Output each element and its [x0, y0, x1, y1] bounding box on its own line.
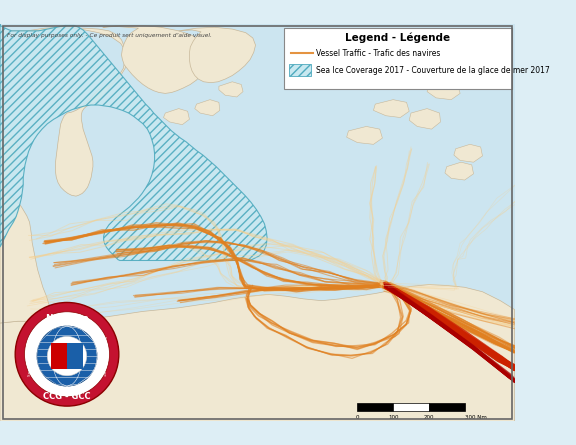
Polygon shape	[164, 109, 190, 125]
Polygon shape	[373, 100, 409, 117]
Text: Sea Ice Coverage 2017 - Couverture de la glace de mer 2017: Sea Ice Coverage 2017 - Couverture de la…	[316, 66, 550, 75]
Text: Search and Rescue: Search and Rescue	[28, 336, 32, 376]
Text: Services de Rescue: Services de Rescue	[103, 336, 107, 376]
Polygon shape	[0, 24, 49, 323]
Polygon shape	[195, 100, 220, 116]
Text: NavData: NavData	[45, 314, 89, 323]
Polygon shape	[67, 343, 82, 369]
Polygon shape	[454, 144, 483, 162]
Circle shape	[15, 303, 119, 406]
Bar	[429, 404, 465, 411]
Polygon shape	[219, 82, 243, 97]
Text: 200: 200	[423, 415, 434, 420]
Circle shape	[25, 312, 109, 397]
Polygon shape	[445, 162, 473, 180]
Circle shape	[47, 336, 87, 376]
Text: For display purposes only. - Ce produit sert uniquement d’aide visuel.: For display purposes only. - Ce produit …	[7, 32, 212, 38]
Polygon shape	[103, 25, 207, 93]
Polygon shape	[400, 64, 426, 82]
Polygon shape	[0, 285, 514, 421]
Polygon shape	[347, 126, 382, 144]
Polygon shape	[51, 343, 67, 369]
Polygon shape	[179, 27, 256, 83]
Text: 0: 0	[355, 415, 359, 420]
FancyBboxPatch shape	[284, 28, 512, 89]
Polygon shape	[409, 109, 441, 129]
Polygon shape	[427, 82, 460, 100]
Text: Vessel Traffic - Trafic des navires: Vessel Traffic - Trafic des navires	[316, 49, 441, 58]
Text: 300 Nm: 300 Nm	[465, 415, 487, 420]
Circle shape	[37, 326, 97, 386]
Bar	[393, 404, 429, 411]
Bar	[357, 404, 393, 411]
Polygon shape	[449, 55, 475, 73]
Polygon shape	[0, 24, 267, 260]
Text: 100: 100	[388, 415, 399, 420]
Polygon shape	[0, 24, 514, 421]
Polygon shape	[481, 69, 506, 86]
Polygon shape	[7, 27, 127, 196]
Text: Legend - Légende: Legend - Légende	[346, 33, 450, 43]
FancyBboxPatch shape	[290, 64, 311, 77]
Text: CCG - GCC: CCG - GCC	[43, 392, 91, 401]
